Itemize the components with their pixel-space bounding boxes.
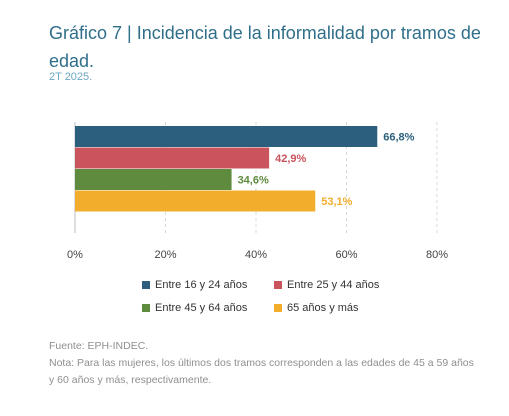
bar-value-label-2: 34,6% <box>238 175 269 187</box>
x-tick-label-2: 40% <box>245 249 267 261</box>
legend-item-2: Entre 45 y 64 años <box>142 302 274 314</box>
footnote: Nota: Para las mujeres, los últimos dos … <box>49 357 474 386</box>
legend-item-0: Entre 16 y 24 años <box>142 279 274 291</box>
bar-2 <box>75 169 232 190</box>
legend-label-0: Entre 16 y 24 años <box>155 279 248 291</box>
legend-item-1: Entre 25 y 44 años <box>274 279 400 291</box>
source-note: Fuente: EPH-INDEC. <box>49 340 149 352</box>
bar-value-label-1: 42,9% <box>275 153 306 165</box>
x-tick-label-4: 80% <box>426 249 448 261</box>
x-tick-label-1: 20% <box>154 249 176 261</box>
bar-0 <box>75 126 378 147</box>
footnotes: Fuente: EPH-INDEC. Nota: Para las mujere… <box>49 338 479 389</box>
bar-value-label-3: 53,1% <box>321 196 352 208</box>
chart-title: Gráfico 7 | Incidencia de la informalida… <box>49 23 481 71</box>
bar-value-label-0: 66,8% <box>383 132 414 144</box>
chart-subtitle: 2T 2025. <box>49 71 93 83</box>
legend-swatch-0 <box>142 281 150 289</box>
x-tick-label-0: 0% <box>67 249 83 261</box>
legend-label-1: Entre 25 y 44 años <box>287 279 380 291</box>
legend-label-2: Entre 45 y 64 años <box>155 302 248 314</box>
bar-1 <box>75 147 270 169</box>
bar-3 <box>75 190 316 212</box>
legend-swatch-1 <box>274 281 282 289</box>
x-tick-label-3: 60% <box>335 249 357 261</box>
legend-label-3: 65 años y más <box>287 302 359 314</box>
legend-swatch-3 <box>274 304 282 312</box>
legend: Entre 16 y 24 años Entre 25 y 44 años En… <box>142 279 402 314</box>
legend-item-3: 65 años y más <box>274 302 400 314</box>
legend-swatch-2 <box>142 304 150 312</box>
